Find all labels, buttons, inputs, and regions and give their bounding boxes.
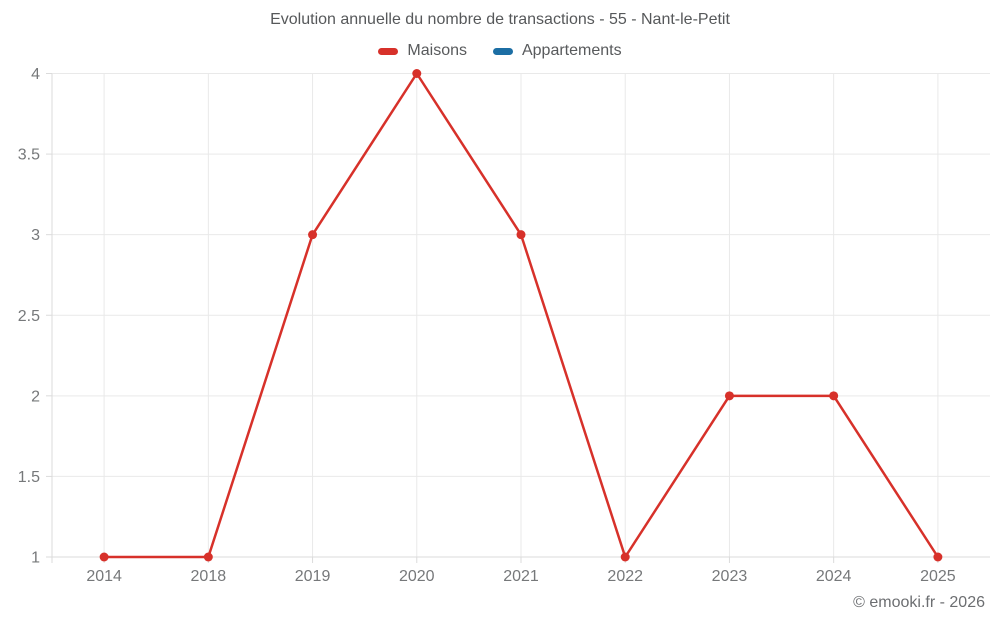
x-axis-label: 2024 [816, 568, 852, 585]
y-axis-label: 2.5 [18, 308, 40, 325]
x-axis-label: 2020 [399, 568, 435, 585]
x-axis-label: 2021 [503, 568, 539, 585]
data-point-maisons [620, 552, 630, 562]
data-point-maisons [203, 552, 213, 562]
legend-swatch-maisons [378, 47, 399, 55]
y-axis-label: 3.5 [18, 147, 40, 164]
x-axis-label: 2023 [712, 568, 748, 585]
legend-item-appartements[interactable]: Appartements [492, 42, 622, 60]
y-axis-label: 2 [31, 388, 40, 405]
y-axis-label: 4 [31, 66, 40, 83]
legend-label: Maisons [407, 42, 467, 59]
y-axis-label: 3 [31, 227, 40, 244]
chart-title: Evolution annuelle du nombre de transact… [270, 11, 730, 28]
data-point-maisons [516, 230, 526, 240]
data-point-maisons [99, 552, 109, 562]
data-point-maisons [412, 69, 422, 78]
watermark-credit: © emooki.fr - 2026 [853, 594, 985, 611]
x-axis-label: 2019 [295, 568, 331, 585]
x-axis-label: 2018 [191, 568, 227, 585]
legend-label: Appartements [521, 42, 622, 59]
x-axis-label: 2025 [920, 568, 956, 585]
data-point-maisons [308, 230, 318, 240]
y-axis-label: 1 [31, 550, 40, 567]
data-point-maisons [724, 391, 734, 401]
legend-item-maisons[interactable]: Maisons [378, 42, 467, 60]
y-axis-label: 1.5 [18, 469, 40, 486]
data-point-maisons [829, 391, 839, 401]
x-axis-label: 2014 [86, 568, 122, 585]
x-axis-label: 2022 [607, 568, 643, 585]
chart-legend: Maisons Appartements [0, 42, 1000, 60]
legend-swatch-appartements [492, 47, 513, 55]
data-point-maisons [933, 552, 943, 562]
